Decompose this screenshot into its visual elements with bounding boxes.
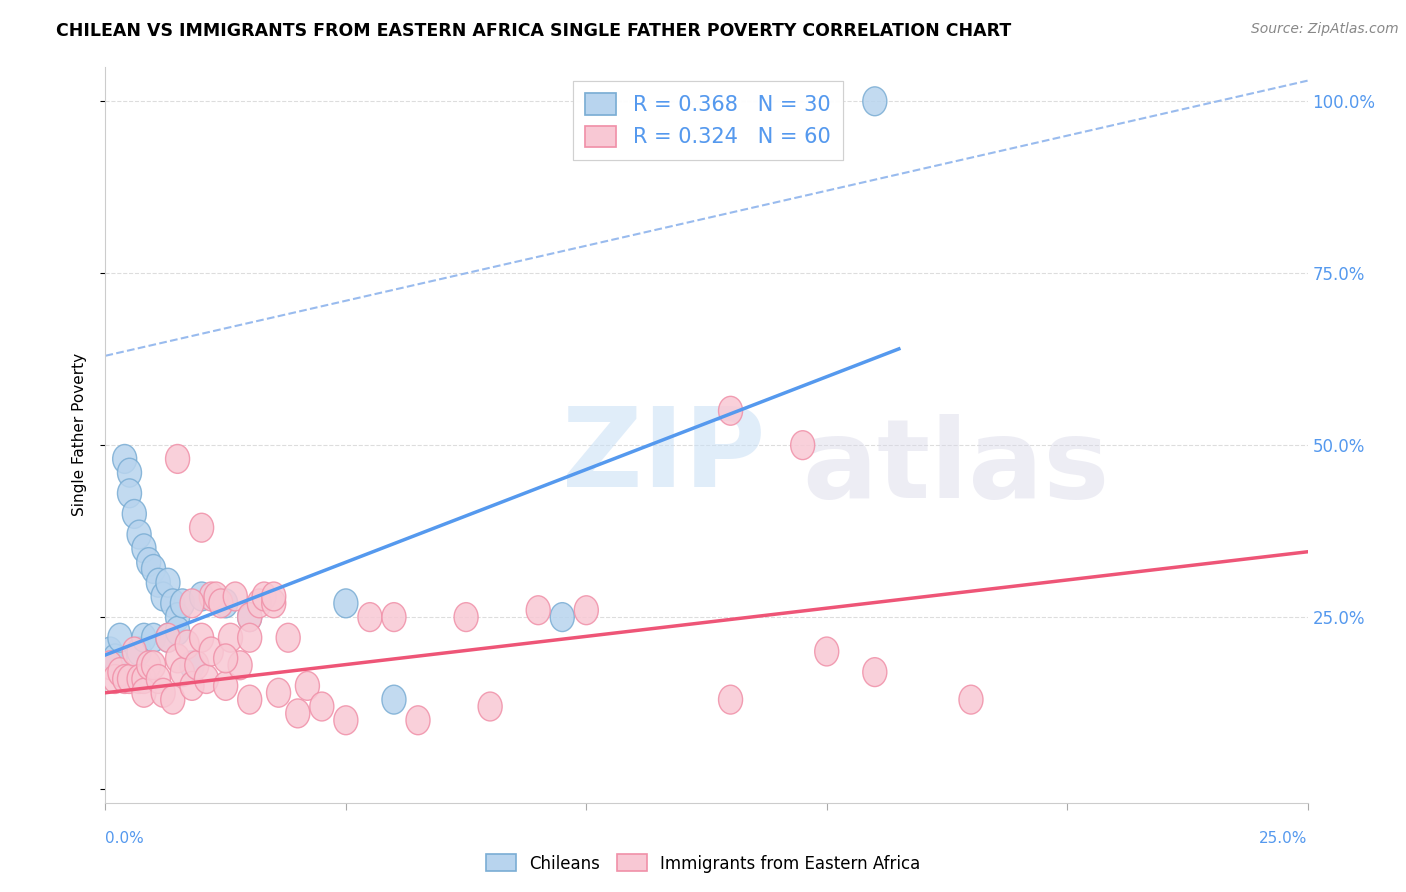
Ellipse shape xyxy=(180,672,204,700)
Ellipse shape xyxy=(132,534,156,563)
Text: CHILEAN VS IMMIGRANTS FROM EASTERN AFRICA SINGLE FATHER POVERTY CORRELATION CHAR: CHILEAN VS IMMIGRANTS FROM EASTERN AFRIC… xyxy=(56,22,1011,40)
Ellipse shape xyxy=(790,431,814,459)
Ellipse shape xyxy=(276,624,301,652)
Ellipse shape xyxy=(112,444,136,474)
Ellipse shape xyxy=(150,582,176,611)
Ellipse shape xyxy=(166,644,190,673)
Ellipse shape xyxy=(295,672,319,700)
Ellipse shape xyxy=(406,706,430,735)
Ellipse shape xyxy=(176,630,200,659)
Ellipse shape xyxy=(454,603,478,632)
Ellipse shape xyxy=(156,568,180,597)
Ellipse shape xyxy=(228,651,252,680)
Ellipse shape xyxy=(574,596,599,624)
Ellipse shape xyxy=(224,582,247,611)
Ellipse shape xyxy=(333,589,359,618)
Ellipse shape xyxy=(214,589,238,618)
Ellipse shape xyxy=(118,665,142,693)
Text: ZIP: ZIP xyxy=(562,403,766,510)
Ellipse shape xyxy=(142,624,166,652)
Y-axis label: Single Father Poverty: Single Father Poverty xyxy=(72,353,87,516)
Ellipse shape xyxy=(194,665,218,693)
Ellipse shape xyxy=(146,665,170,693)
Ellipse shape xyxy=(238,624,262,652)
Text: Source: ZipAtlas.com: Source: ZipAtlas.com xyxy=(1251,22,1399,37)
Ellipse shape xyxy=(142,651,166,680)
Ellipse shape xyxy=(98,637,122,666)
Ellipse shape xyxy=(200,582,224,611)
Ellipse shape xyxy=(718,685,742,714)
Ellipse shape xyxy=(122,637,146,666)
Ellipse shape xyxy=(180,589,204,618)
Ellipse shape xyxy=(108,657,132,687)
Ellipse shape xyxy=(180,651,204,680)
Legend: R = 0.368   N = 30, R = 0.324   N = 60: R = 0.368 N = 30, R = 0.324 N = 60 xyxy=(572,81,844,160)
Ellipse shape xyxy=(132,665,156,693)
Ellipse shape xyxy=(118,458,142,487)
Ellipse shape xyxy=(200,637,224,666)
Ellipse shape xyxy=(285,699,309,728)
Ellipse shape xyxy=(103,665,127,693)
Ellipse shape xyxy=(550,603,574,632)
Ellipse shape xyxy=(150,678,176,707)
Ellipse shape xyxy=(267,678,291,707)
Ellipse shape xyxy=(190,582,214,611)
Ellipse shape xyxy=(238,685,262,714)
Ellipse shape xyxy=(526,596,550,624)
Ellipse shape xyxy=(98,651,122,680)
Ellipse shape xyxy=(359,603,382,632)
Ellipse shape xyxy=(142,555,166,583)
Ellipse shape xyxy=(166,444,190,474)
Ellipse shape xyxy=(103,644,127,673)
Ellipse shape xyxy=(309,692,333,721)
Ellipse shape xyxy=(190,513,214,542)
Ellipse shape xyxy=(382,685,406,714)
Ellipse shape xyxy=(127,520,150,549)
Ellipse shape xyxy=(718,396,742,425)
Text: 0.0%: 0.0% xyxy=(105,831,145,846)
Ellipse shape xyxy=(382,603,406,632)
Ellipse shape xyxy=(156,624,180,652)
Ellipse shape xyxy=(166,603,190,632)
Ellipse shape xyxy=(959,685,983,714)
Ellipse shape xyxy=(122,500,146,528)
Ellipse shape xyxy=(238,603,262,632)
Ellipse shape xyxy=(127,665,150,693)
Ellipse shape xyxy=(209,589,233,618)
Ellipse shape xyxy=(218,624,242,652)
Ellipse shape xyxy=(204,582,228,611)
Ellipse shape xyxy=(166,616,190,645)
Ellipse shape xyxy=(136,651,160,680)
Ellipse shape xyxy=(863,657,887,687)
Legend: Chileans, Immigrants from Eastern Africa: Chileans, Immigrants from Eastern Africa xyxy=(479,847,927,880)
Ellipse shape xyxy=(190,624,214,652)
Ellipse shape xyxy=(262,582,285,611)
Text: 25.0%: 25.0% xyxy=(1260,831,1308,846)
Ellipse shape xyxy=(170,589,194,618)
Ellipse shape xyxy=(118,479,142,508)
Ellipse shape xyxy=(160,685,184,714)
Ellipse shape xyxy=(108,624,132,652)
Text: atlas: atlas xyxy=(803,415,1111,522)
Ellipse shape xyxy=(136,548,160,576)
Ellipse shape xyxy=(214,644,238,673)
Ellipse shape xyxy=(333,706,359,735)
Ellipse shape xyxy=(814,637,839,666)
Ellipse shape xyxy=(238,603,262,632)
Ellipse shape xyxy=(156,624,180,652)
Ellipse shape xyxy=(112,665,136,693)
Ellipse shape xyxy=(170,657,194,687)
Ellipse shape xyxy=(127,637,150,666)
Ellipse shape xyxy=(247,589,271,618)
Ellipse shape xyxy=(214,672,238,700)
Ellipse shape xyxy=(252,582,276,611)
Ellipse shape xyxy=(146,568,170,597)
Ellipse shape xyxy=(478,692,502,721)
Ellipse shape xyxy=(160,589,184,618)
Ellipse shape xyxy=(863,87,887,116)
Ellipse shape xyxy=(262,589,285,618)
Ellipse shape xyxy=(132,678,156,707)
Ellipse shape xyxy=(132,624,156,652)
Ellipse shape xyxy=(184,651,209,680)
